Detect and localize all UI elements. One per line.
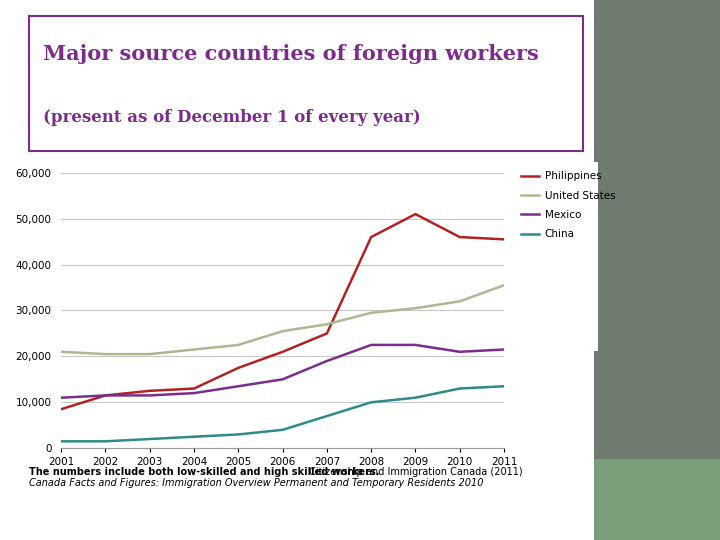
Text: (present as of December 1 of every year): (present as of December 1 of every year) xyxy=(42,109,420,126)
Legend: Philippines, United States, Mexico, China: Philippines, United States, Mexico, Chin… xyxy=(516,167,619,244)
Text: Canada Facts and Figures: Immigration Overview Permanent and Temporary Residents: Canada Facts and Figures: Immigration Ov… xyxy=(29,478,483,488)
Text: Major source countries of foreign workers: Major source countries of foreign worker… xyxy=(42,44,539,64)
Text: Citizenship and Immigration Canada (2011): Citizenship and Immigration Canada (2011… xyxy=(306,467,523,477)
Text: The numbers include both low-skilled and high skilled workers.: The numbers include both low-skilled and… xyxy=(29,467,379,477)
